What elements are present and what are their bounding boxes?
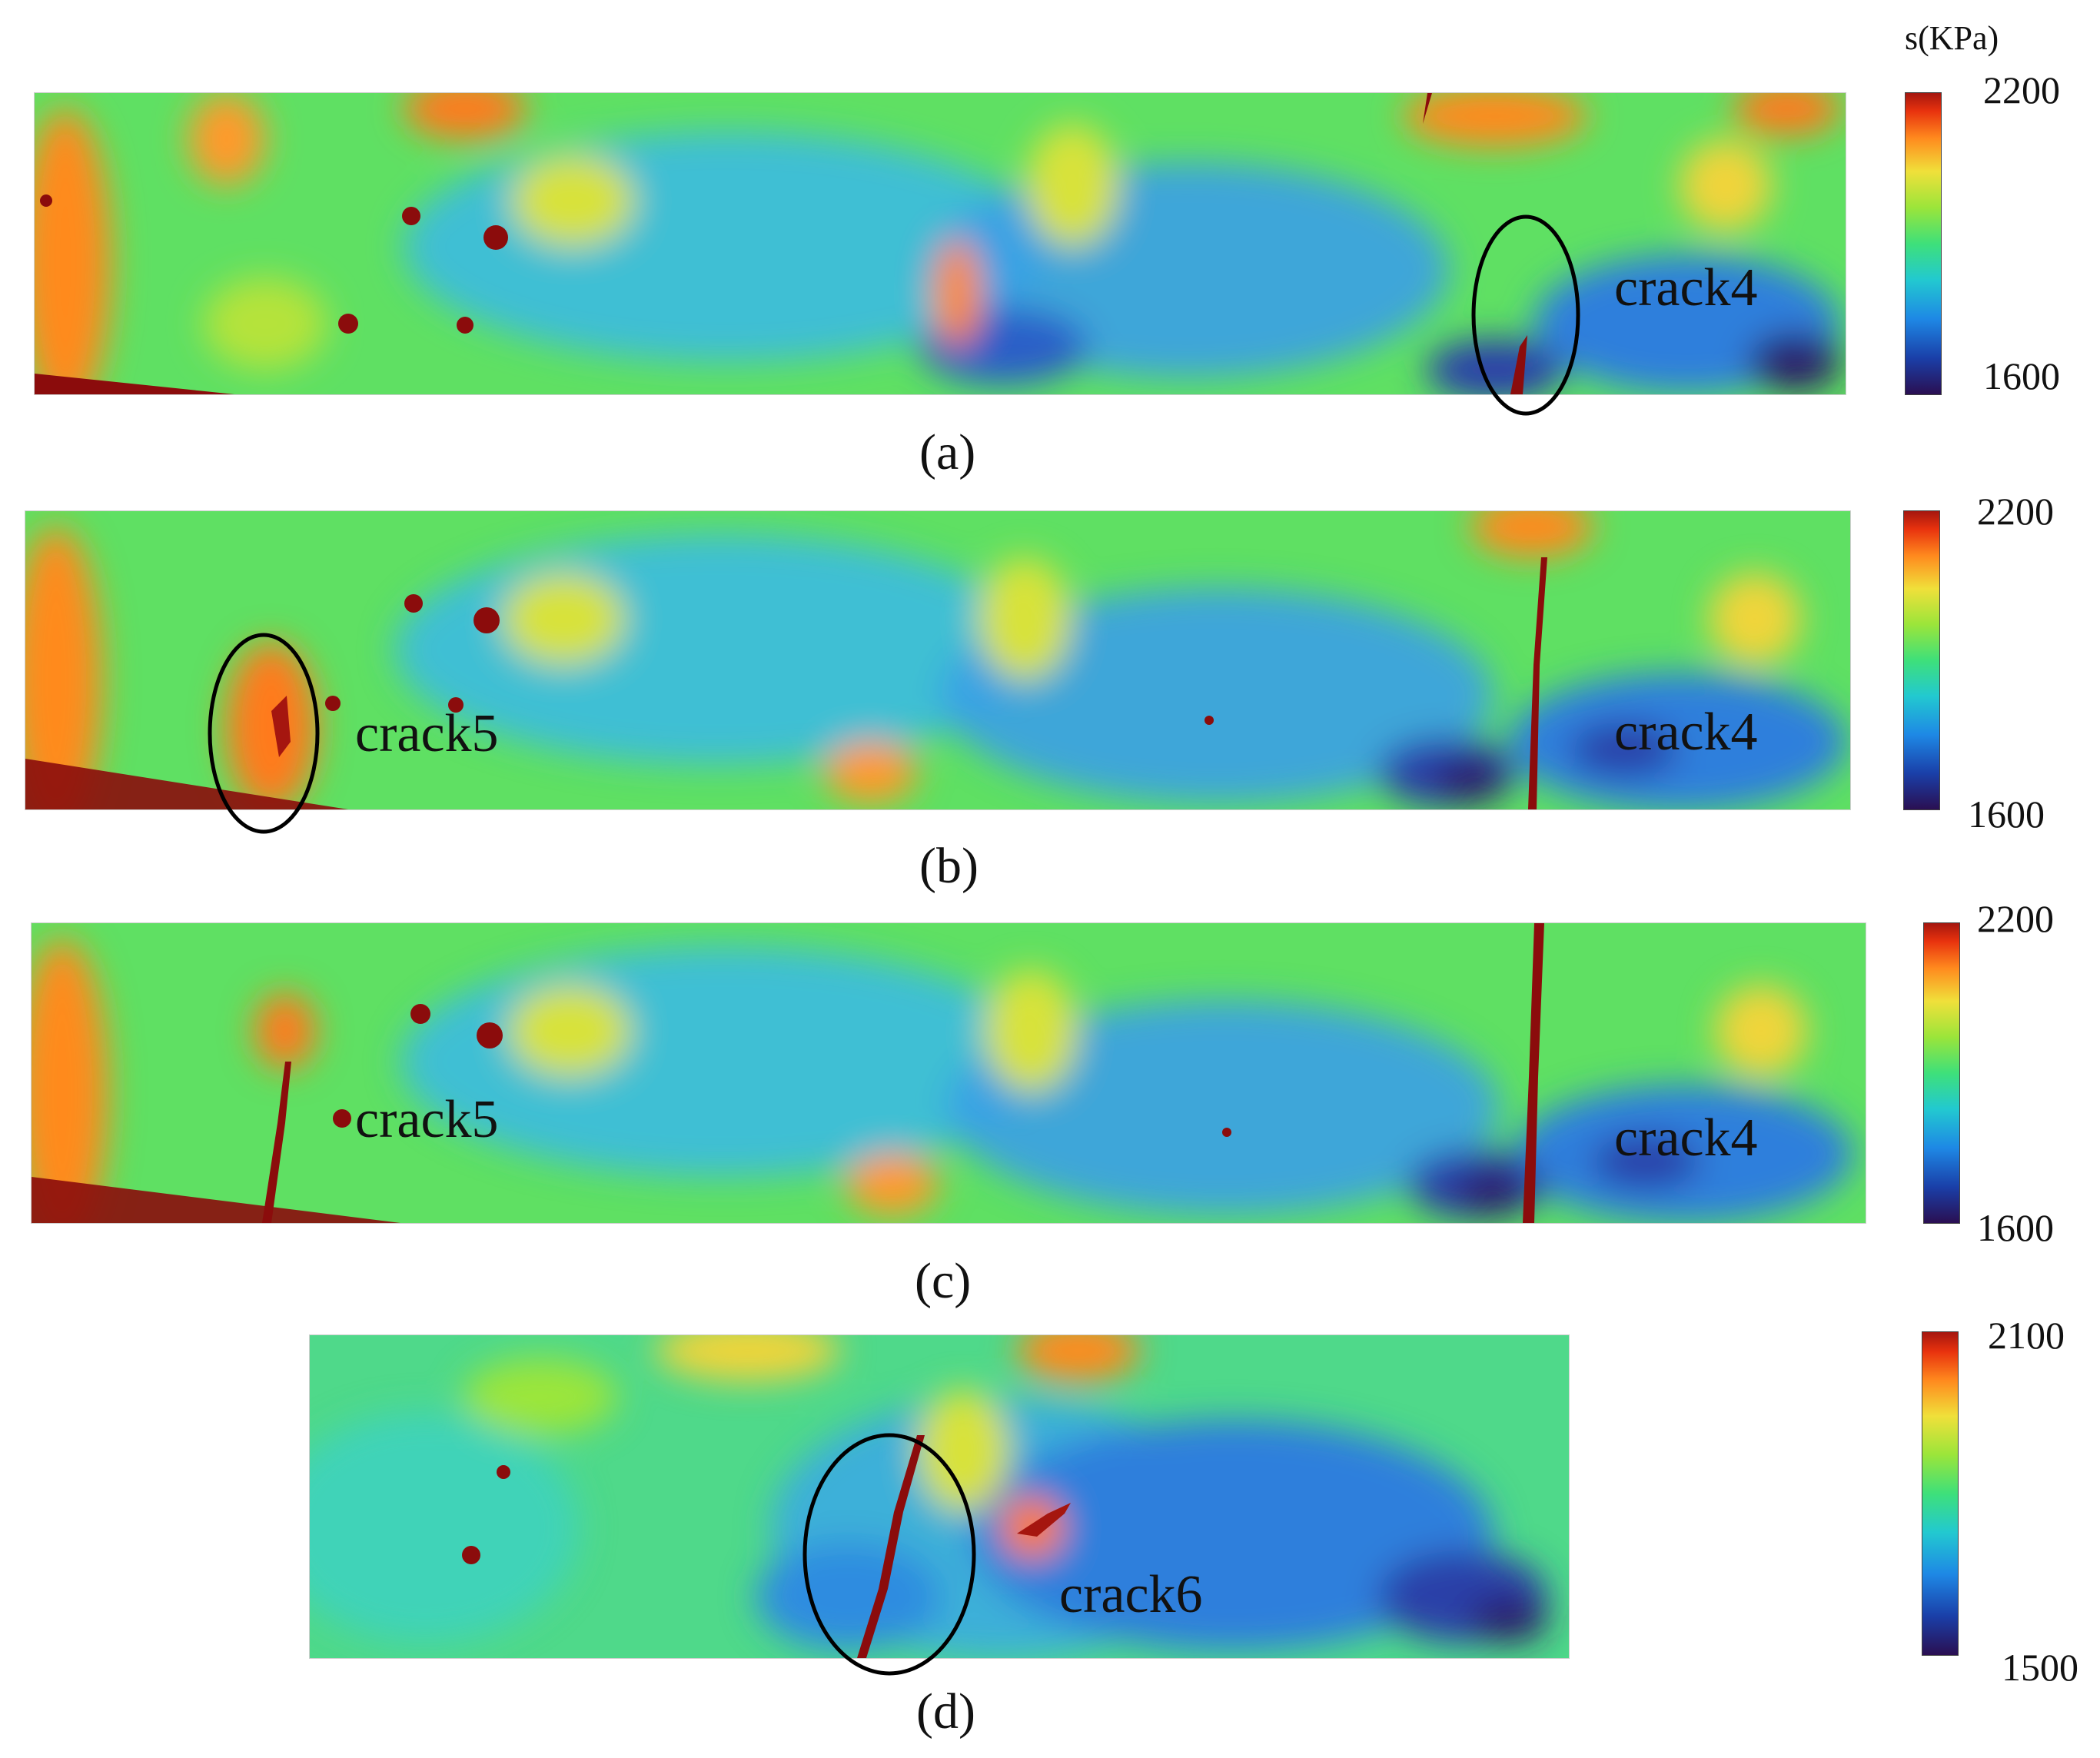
crack-highlight-ellipse-d [802,1433,976,1676]
crack-highlight-ellipse-b [208,633,320,834]
stress-field-map-c [31,922,1866,1224]
stress-field-map-d [309,1334,1570,1659]
stress-field-map-a [34,92,1846,395]
caption-b: (b) [919,838,979,894]
crack-label-a-1: crack4 [1614,258,1758,317]
crack-label-d-1: crack6 [1059,1565,1203,1624]
crack-label-b-1: crack5 [355,704,499,763]
colorbar-c [1923,922,1960,1224]
caption-d: (d) [916,1683,975,1740]
crack-label-b-2: crack4 [1614,703,1758,762]
crack-highlight-ellipse-a [1471,214,1580,416]
caption-a: (a) [919,424,976,480]
colorbar-d-min: 1500 [2002,1646,2078,1689]
crack-label-c-1: crack5 [355,1090,499,1149]
colorbar-b-max: 2200 [1977,490,2054,533]
caption-c: (c) [915,1253,972,1309]
colorbar-unit-label: s(KPa) [1905,19,1999,57]
colorbar-a-max: 2200 [1983,68,2060,111]
colorbar-b [1903,510,1940,810]
colorbar-d [1922,1331,1959,1656]
colorbar-d-max: 2100 [1988,1314,2065,1357]
crack-label-c-2: crack4 [1614,1108,1758,1168]
colorbar-c-min: 1600 [1977,1206,2054,1249]
colorbar-c-max: 2200 [1977,897,2054,940]
colorbar-a [1905,92,1942,395]
colorbar-a-min: 1600 [1983,354,2060,397]
stress-field-map-b [25,510,1851,810]
colorbar-b-min: 1600 [1968,793,2045,836]
